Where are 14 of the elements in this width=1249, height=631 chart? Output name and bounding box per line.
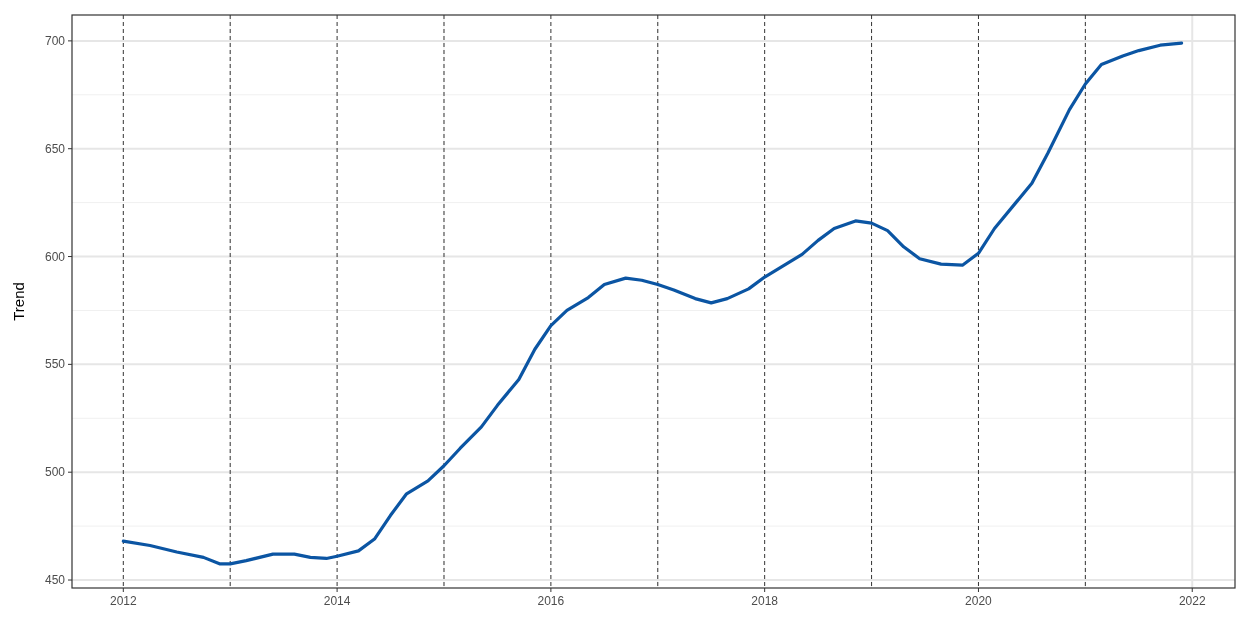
x-tick-label: 2012 <box>109 594 137 608</box>
x-tick-label: 2022 <box>1178 594 1206 608</box>
x-tick-label: 2016 <box>537 594 565 608</box>
x-tick-label: 2020 <box>965 594 993 608</box>
y-axis-title: Trend <box>10 282 27 321</box>
x-tick-label: 2018 <box>751 594 779 608</box>
y-tick-label: 450 <box>44 573 66 588</box>
y-tick-label: 650 <box>44 141 66 156</box>
y-tick-label: 500 <box>44 465 66 480</box>
y-tick-label: 700 <box>44 33 66 48</box>
x-tick-label: 2014 <box>323 594 351 608</box>
y-tick-label: 600 <box>44 249 66 264</box>
y-tick-label: 550 <box>44 357 66 372</box>
line-series <box>121 41 1184 566</box>
